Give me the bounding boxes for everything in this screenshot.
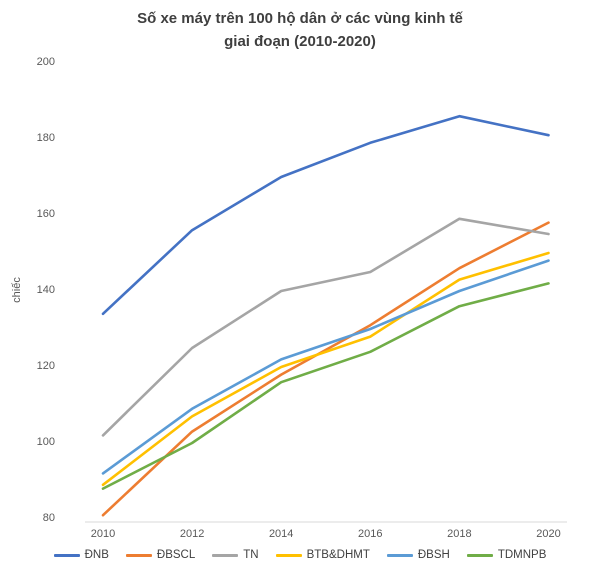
x-tick-label: 2020 xyxy=(536,528,561,540)
x-tick-label: 2014 xyxy=(268,528,294,540)
y-tick-label: 160 xyxy=(36,208,55,220)
series-line-ĐBSH xyxy=(101,259,550,475)
legend-swatch-icon xyxy=(386,553,413,557)
legend-item-ĐBSH: ĐBSH xyxy=(386,549,450,561)
series-line-ĐNB xyxy=(101,114,550,316)
series-line-TDMNPB xyxy=(101,282,550,490)
y-tick-label: 200 xyxy=(36,56,55,68)
legend-item-ĐNB: ĐNB xyxy=(53,549,109,561)
x-tick-label: 2018 xyxy=(447,528,472,540)
legend-label: ĐBSH xyxy=(417,549,450,561)
legend-item-ĐBSCL: ĐBSCL xyxy=(125,549,196,561)
y-tick-label: 80 xyxy=(42,512,55,524)
series-line-ĐBSCL xyxy=(101,221,550,517)
legend-label: ĐNB xyxy=(84,549,109,561)
series-line-TN xyxy=(101,217,550,437)
chart-title: Số xe máy trên 100 hộ dân ở các vùng kin… xyxy=(0,7,600,53)
y-tick-label: 180 xyxy=(36,132,55,144)
chart-title-line1: Số xe máy trên 100 hộ dân ở các vùng kin… xyxy=(137,10,463,27)
legend-label: ĐBSCL xyxy=(156,549,196,561)
legend: ĐNB ĐBSCL TN BTB&DHMT ĐBSH TDMNPB xyxy=(0,549,600,561)
y-tick-label: 100 xyxy=(36,436,55,448)
legend-item-TN: TN xyxy=(212,549,259,561)
legend-label: TDMNPB xyxy=(497,549,547,561)
legend-item-BTB&DHMT: BTB&DHMT xyxy=(275,549,370,561)
legend-swatch-icon xyxy=(212,553,239,557)
series-line-BTB&DHMT xyxy=(101,251,550,487)
legend-item-TDMNPB: TDMNPB xyxy=(466,549,547,561)
y-tick-label: 120 xyxy=(36,360,55,372)
y-tick-label: 140 xyxy=(36,284,55,296)
x-tick-label: 2016 xyxy=(358,528,383,540)
legend-swatch-icon xyxy=(125,553,152,557)
x-tick-label: 2010 xyxy=(90,528,116,540)
legend-label: BTB&DHMT xyxy=(306,549,370,561)
x-tick-label: 2012 xyxy=(179,528,205,540)
legend-label: TN xyxy=(243,549,259,561)
legend-swatch-icon xyxy=(53,553,80,557)
chart-title-line2: giai đoạn (2010-2020) xyxy=(224,33,376,50)
legend-swatch-icon xyxy=(466,553,493,557)
legend-swatch-icon xyxy=(275,553,302,557)
